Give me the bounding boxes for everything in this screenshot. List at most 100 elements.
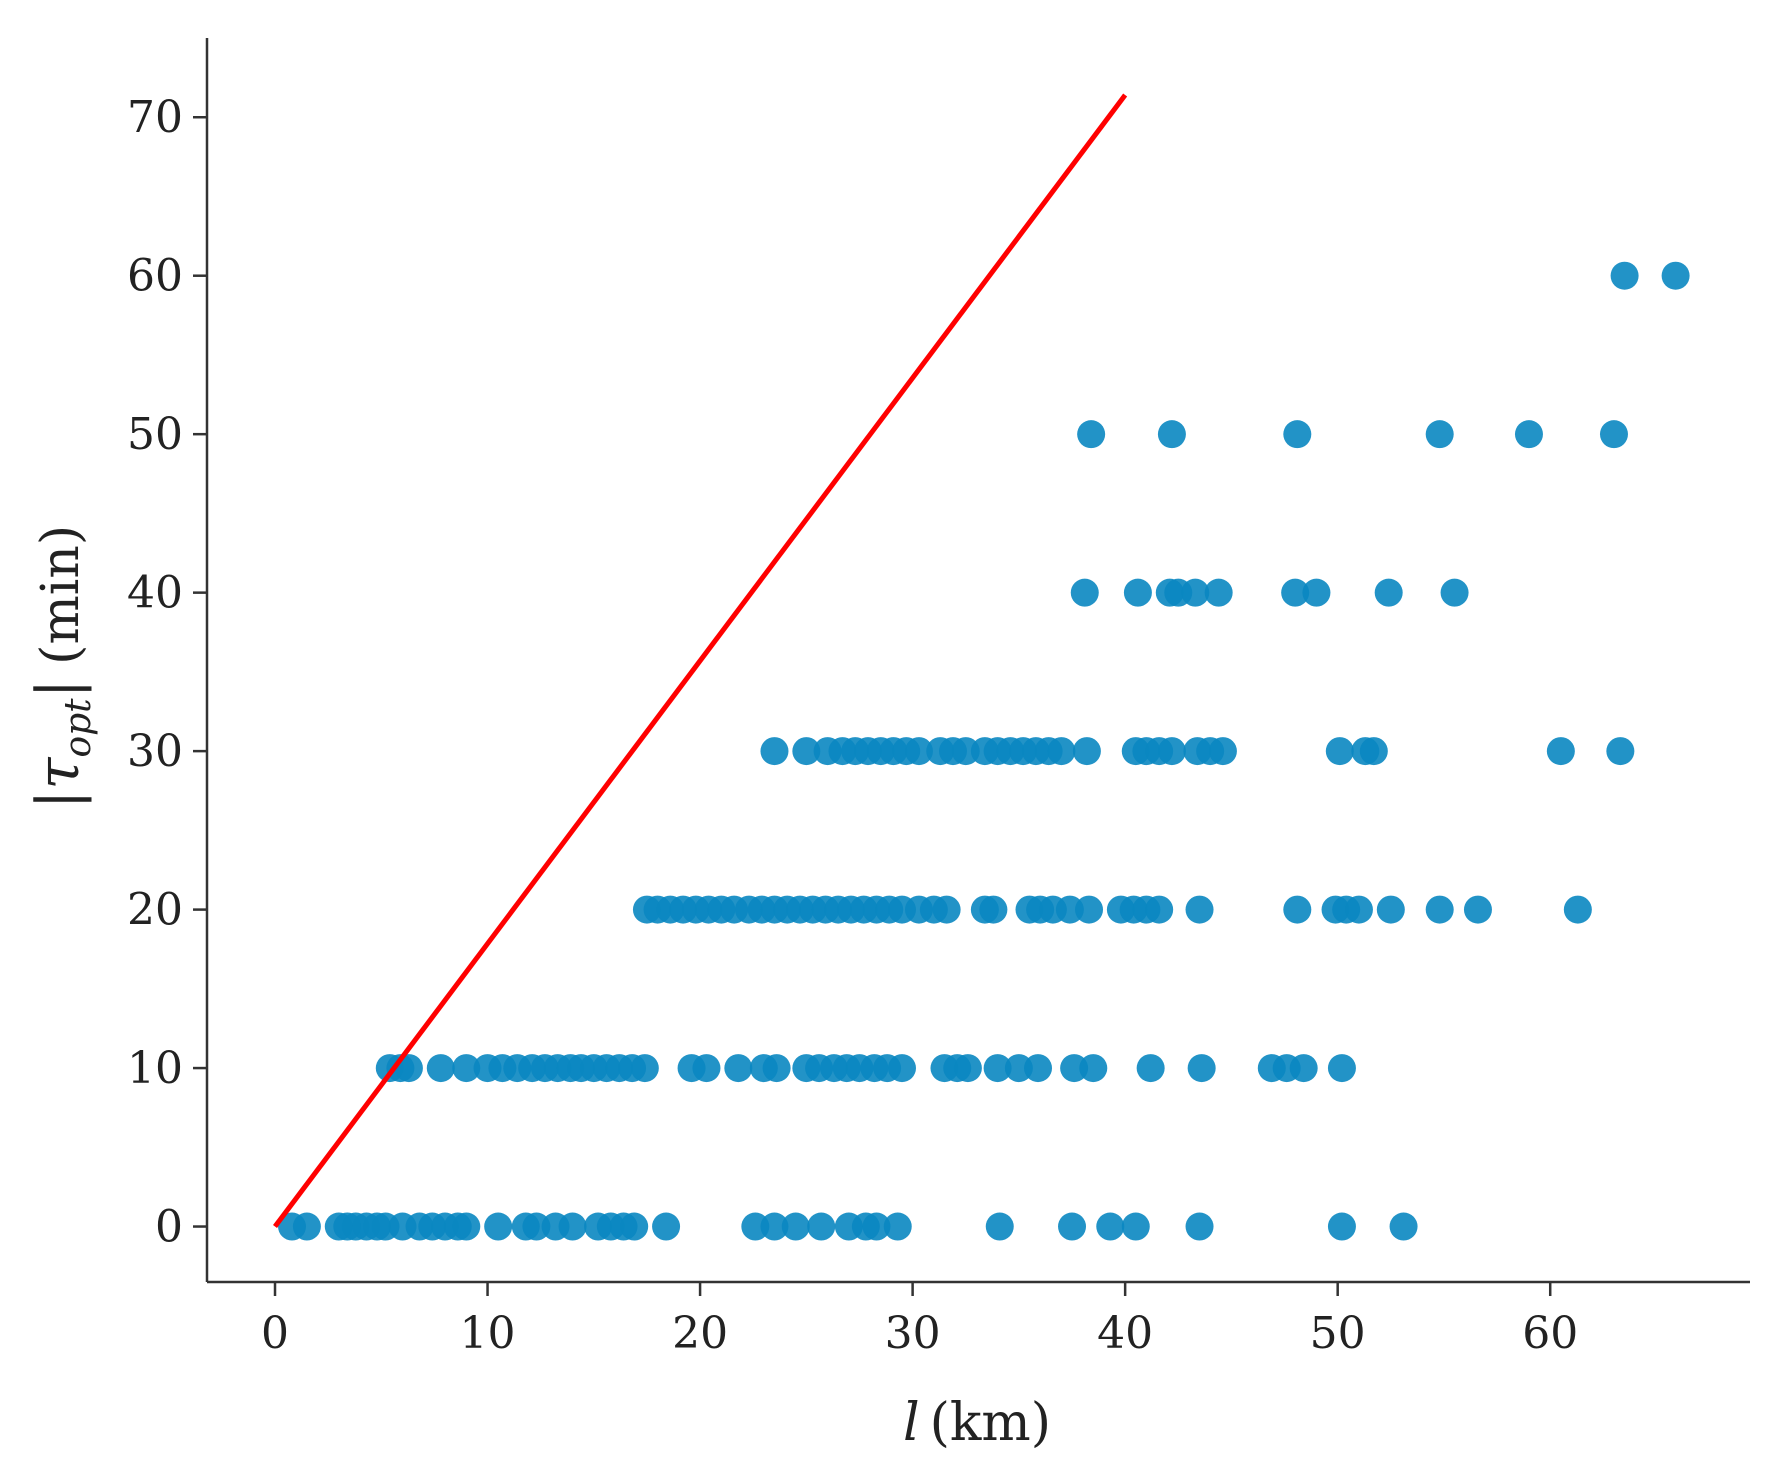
data-point bbox=[1302, 578, 1331, 607]
data-point bbox=[1079, 1054, 1108, 1083]
data-point bbox=[1096, 1212, 1125, 1241]
data-point bbox=[1070, 578, 1099, 607]
red-line bbox=[273, 93, 1128, 1229]
data-point bbox=[1283, 420, 1312, 449]
data-point bbox=[760, 737, 789, 766]
data-point bbox=[1425, 895, 1454, 924]
y-tick-label: 30 bbox=[127, 726, 183, 777]
data-point bbox=[1389, 1212, 1418, 1241]
data-point bbox=[1359, 737, 1388, 766]
data-point bbox=[985, 1212, 1014, 1241]
data-point bbox=[760, 1212, 789, 1241]
data-point bbox=[1325, 737, 1354, 766]
data-point bbox=[724, 1054, 753, 1083]
x-tick-label: 0 bbox=[261, 1308, 289, 1359]
y-axis-label-var: τ bbox=[24, 757, 92, 790]
data-point bbox=[1327, 1212, 1356, 1241]
data-point bbox=[652, 1212, 681, 1241]
data-point bbox=[1060, 1054, 1089, 1083]
data-point bbox=[951, 737, 980, 766]
data-point bbox=[292, 1212, 321, 1241]
x-tick-label: 10 bbox=[460, 1308, 516, 1359]
data-point bbox=[807, 1212, 836, 1241]
data-point bbox=[741, 1212, 770, 1241]
data-point bbox=[1145, 895, 1174, 924]
data-point bbox=[1077, 420, 1106, 449]
y-tick-label: 0 bbox=[155, 1202, 183, 1253]
data-point bbox=[983, 1054, 1012, 1083]
data-point bbox=[1181, 578, 1210, 607]
data-point bbox=[1047, 737, 1076, 766]
x-axis-label-var: l bbox=[903, 1393, 920, 1453]
data-point bbox=[1463, 895, 1492, 924]
data-point bbox=[1376, 895, 1405, 924]
data-point bbox=[792, 737, 821, 766]
data-point bbox=[1055, 895, 1084, 924]
data-point bbox=[620, 1212, 649, 1241]
y-tick-label: 40 bbox=[127, 568, 183, 619]
data-point bbox=[1425, 420, 1454, 449]
data-point bbox=[1610, 261, 1639, 290]
data-point bbox=[781, 1212, 810, 1241]
data-point bbox=[887, 1054, 916, 1083]
data-point bbox=[1514, 420, 1543, 449]
y-axis-label: |τopt|(min) bbox=[24, 525, 99, 809]
data-point bbox=[1661, 261, 1690, 290]
x-tick-label: 30 bbox=[885, 1308, 941, 1359]
data-point bbox=[1075, 895, 1104, 924]
data-point bbox=[883, 1212, 912, 1241]
data-point bbox=[932, 895, 961, 924]
data-point bbox=[1546, 737, 1575, 766]
data-point bbox=[1072, 737, 1101, 766]
x-tick-label: 50 bbox=[1310, 1308, 1366, 1359]
data-point bbox=[862, 1212, 891, 1241]
data-point bbox=[692, 1054, 721, 1083]
data-point bbox=[1344, 895, 1373, 924]
data-point bbox=[979, 895, 1008, 924]
data-point bbox=[1024, 1054, 1053, 1083]
data-point bbox=[1283, 895, 1312, 924]
x-ticks: 0 10 20 30 40 50 60 bbox=[261, 1282, 1578, 1359]
data-point bbox=[452, 1212, 481, 1241]
data-point bbox=[1157, 420, 1186, 449]
y-tick-label: 50 bbox=[127, 409, 183, 460]
data-point bbox=[1136, 1054, 1165, 1083]
data-point bbox=[1204, 578, 1233, 607]
x-axis-label: l (km) bbox=[903, 1393, 1051, 1453]
y-tick-label: 10 bbox=[127, 1043, 183, 1094]
data-point bbox=[426, 1054, 455, 1083]
data-point bbox=[1058, 1212, 1087, 1241]
data-point bbox=[452, 1054, 481, 1083]
data-point bbox=[1563, 895, 1592, 924]
x-tick-label: 40 bbox=[1097, 1308, 1153, 1359]
y-axis-label-sub: opt bbox=[58, 698, 99, 758]
data-point bbox=[630, 1054, 659, 1083]
y-tick-label: 20 bbox=[127, 885, 183, 936]
data-point bbox=[1208, 737, 1237, 766]
data-point bbox=[1187, 1054, 1216, 1083]
data-point bbox=[484, 1212, 513, 1241]
y-ticks: 0 10 20 30 40 50 60 70 bbox=[127, 92, 207, 1253]
data-point bbox=[904, 737, 933, 766]
x-axis-label-unit: (km) bbox=[930, 1393, 1051, 1453]
data-point bbox=[1121, 1212, 1150, 1241]
data-point bbox=[1281, 578, 1310, 607]
x-tick-label: 20 bbox=[672, 1308, 728, 1359]
y-axis-label-unit: (min) bbox=[31, 525, 91, 665]
data-point bbox=[1606, 737, 1635, 766]
data-point bbox=[522, 1212, 551, 1241]
data-point bbox=[1185, 1212, 1214, 1241]
data-point bbox=[1004, 1054, 1033, 1083]
data-point bbox=[1185, 895, 1214, 924]
y-tick-label: 70 bbox=[127, 92, 183, 143]
data-point bbox=[1599, 420, 1628, 449]
data-point bbox=[1123, 578, 1152, 607]
data-point bbox=[1157, 737, 1186, 766]
data-point bbox=[762, 1054, 791, 1083]
data-point bbox=[558, 1212, 587, 1241]
y-tick-label: 60 bbox=[127, 251, 183, 302]
data-point bbox=[953, 1054, 982, 1083]
x-tick-label: 60 bbox=[1522, 1308, 1578, 1359]
data-point bbox=[1289, 1054, 1318, 1083]
